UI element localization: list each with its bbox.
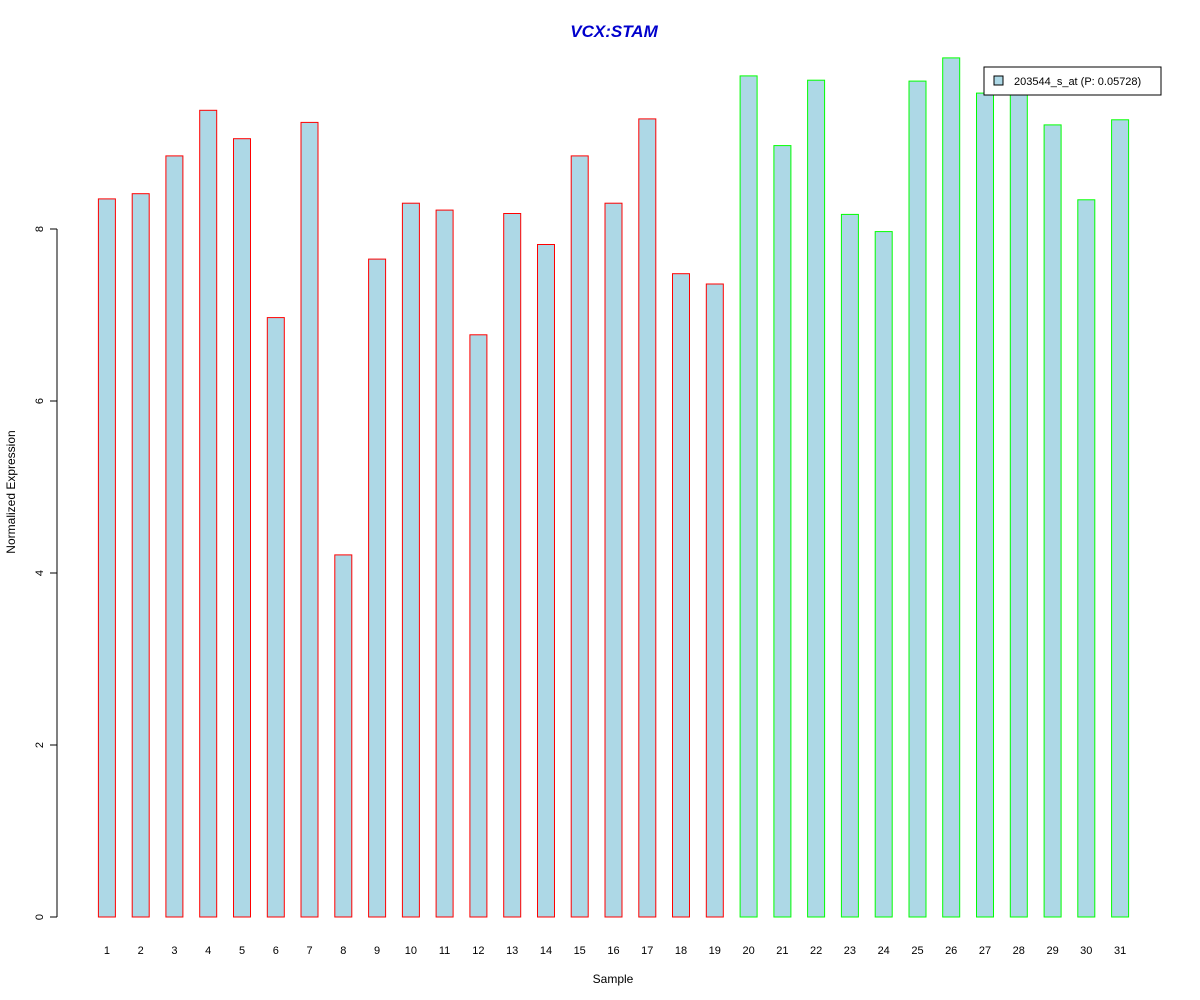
x-tick-label: 21 — [776, 945, 788, 957]
x-tick-label: 2 — [138, 945, 144, 957]
bar-sample-30 — [1077, 199, 1096, 918]
bar-sample-10 — [401, 202, 420, 918]
x-tick-label: 15 — [574, 945, 586, 957]
x-tick-label: 25 — [911, 945, 923, 957]
legend-swatch — [993, 75, 1004, 86]
x-tick-label: 27 — [979, 945, 991, 957]
bar-sample-26 — [942, 57, 961, 918]
bar-sample-13 — [503, 213, 522, 918]
x-tick-label: 6 — [273, 945, 279, 957]
y-tick-label: 0 — [34, 914, 46, 920]
x-tick-label: 17 — [641, 945, 653, 957]
bar-sample-5 — [233, 138, 251, 918]
bar-sample-15 — [570, 155, 589, 918]
x-tick-labels: 1 2 3 4 5 6 7 8 9 10 11 12 13 14 15 16 17 18 19 20 21 22 23 24 2… — [104, 945, 1126, 957]
bar-sample-28 — [1009, 94, 1028, 918]
y-tick-label: 8 — [34, 226, 46, 232]
bar-sample-14 — [537, 244, 555, 918]
y-axis: 0 2 4 6 8 — [34, 226, 58, 920]
x-tick-label: 9 — [374, 945, 380, 957]
x-axis-label: Sample — [593, 972, 634, 986]
bar-sample-9 — [368, 258, 387, 918]
x-tick-label: 1 — [104, 945, 110, 957]
bar-sample-7 — [300, 121, 319, 918]
x-tick-label: 5 — [239, 945, 245, 957]
x-tick-label: 20 — [742, 945, 754, 957]
bar-sample-23 — [840, 213, 859, 918]
x-tick-label: 31 — [1114, 945, 1126, 957]
x-tick-label: 8 — [340, 945, 346, 957]
chart-title: VCX:STAM — [570, 22, 658, 41]
y-tick-label: 2 — [34, 742, 46, 748]
bar-sample-17 — [638, 118, 657, 918]
y-tick-label: 6 — [34, 398, 46, 404]
bar-sample-31 — [1111, 119, 1130, 918]
bar-sample-2 — [131, 193, 150, 918]
bar-sample-21 — [773, 145, 792, 918]
legend-label: 203544_s_at (P: 0.05728) — [1014, 76, 1141, 88]
bar-sample-18 — [672, 273, 690, 918]
x-tick-label: 12 — [472, 945, 484, 957]
x-tick-label: 19 — [709, 945, 721, 957]
x-tick-label: 26 — [945, 945, 957, 957]
bar-sample-29 — [1043, 124, 1062, 918]
x-tick-label: 4 — [205, 945, 211, 957]
x-tick-label: 13 — [506, 945, 518, 957]
x-tick-label: 10 — [405, 945, 417, 957]
bar-sample-25 — [908, 80, 927, 918]
bar-sample-4 — [199, 109, 218, 918]
bar-sample-24 — [874, 231, 893, 918]
bar-sample-8 — [334, 554, 353, 918]
x-tick-label: 23 — [844, 945, 856, 957]
bar-sample-16 — [604, 202, 623, 918]
bar-sample-3 — [165, 155, 184, 918]
y-axis-label: Normalized Expression — [4, 430, 18, 553]
x-tick-label: 7 — [306, 945, 312, 957]
bars-group — [97, 57, 1130, 918]
y-tick-label: 4 — [34, 570, 46, 576]
bar-sample-1 — [97, 198, 116, 918]
x-tick-label: 14 — [540, 945, 552, 957]
bar-sample-22 — [807, 79, 826, 918]
bar-sample-27 — [976, 92, 994, 918]
legend: 203544_s_at (P: 0.05728) — [983, 66, 1162, 96]
legend-box — [983, 66, 1162, 96]
bar-sample-12 — [469, 334, 488, 918]
x-tick-label: 28 — [1013, 945, 1025, 957]
x-tick-label: 18 — [675, 945, 687, 957]
x-tick-label: 3 — [171, 945, 177, 957]
x-tick-label: 29 — [1046, 945, 1058, 957]
x-tick-label: 11 — [439, 945, 450, 957]
bar-sample-20 — [739, 75, 758, 918]
x-tick-label: 24 — [878, 945, 890, 957]
bar-sample-6 — [266, 317, 285, 918]
bar-sample-19 — [705, 283, 724, 918]
x-tick-label: 16 — [607, 945, 619, 957]
x-tick-label: 30 — [1080, 945, 1092, 957]
x-tick-label: 22 — [810, 945, 822, 957]
bar-sample-11 — [435, 209, 454, 918]
